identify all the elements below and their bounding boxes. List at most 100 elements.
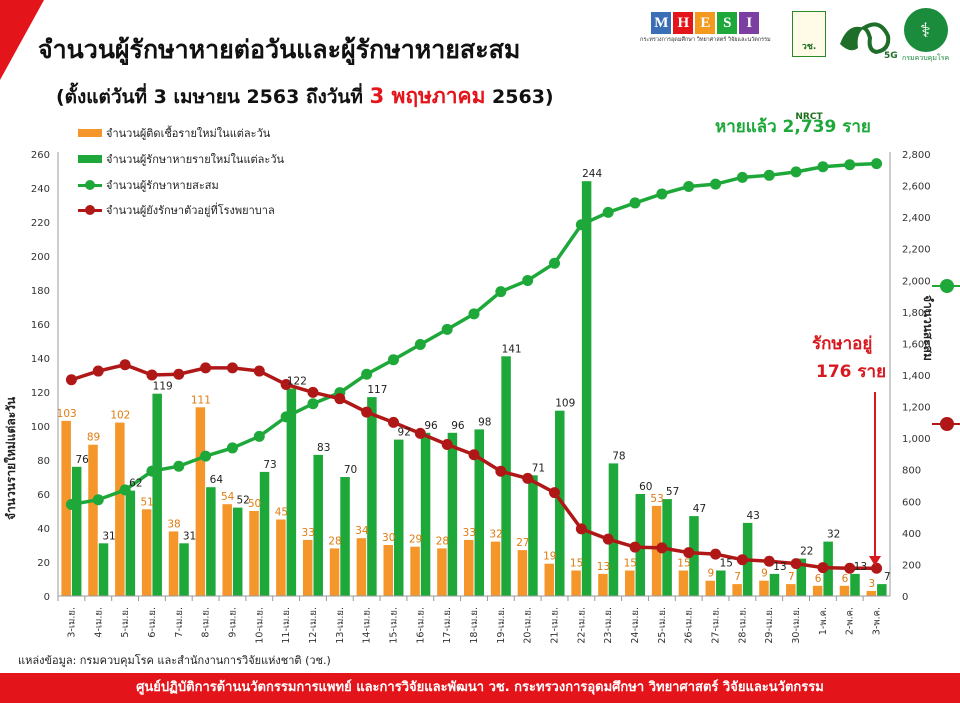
- y-tick-label: 180: [31, 286, 50, 297]
- in-hospital-point: [575, 523, 587, 535]
- data-label-new-recovered: 119: [153, 381, 173, 393]
- y2-tick-label: 2,200: [902, 245, 931, 256]
- data-label-new-infections: 38: [167, 518, 180, 530]
- in-hospital-point: [441, 438, 453, 450]
- x-tick-label: 29-เม.ย.: [764, 607, 775, 644]
- in-hospital-point: [602, 533, 614, 545]
- bar-new-infections: [759, 580, 769, 596]
- data-label-new-recovered: 15: [720, 558, 733, 570]
- y2-tick-label: 1,800: [902, 308, 931, 319]
- bar-new-infections: [383, 545, 393, 596]
- data-label-new-infections: 45: [275, 507, 288, 519]
- y2-tick-label: 0: [902, 592, 908, 603]
- in-hospital-point: [656, 542, 668, 554]
- cumulative-recovered-point: [146, 465, 158, 477]
- bar-new-infections: [678, 570, 689, 596]
- data-label-new-infections: 34: [355, 525, 369, 537]
- data-label-new-recovered: 47: [693, 503, 706, 515]
- cumulative-recovered-point: [790, 166, 802, 178]
- data-label-new-infections: 111: [191, 394, 211, 406]
- x-tick-label: 9-เม.ย.: [227, 607, 238, 638]
- cumulative-recovered-point: [656, 188, 668, 200]
- data-label-new-infections: 6: [842, 573, 849, 585]
- bar-new-infections: [249, 511, 259, 596]
- page-subtitle: (ตั้งแต่วันที่ 3 เมษายน 2563 ถึงวันที่ 3…: [56, 80, 554, 113]
- bar-new-recovered: [501, 356, 511, 596]
- data-label-new-recovered: 71: [532, 462, 545, 474]
- cumulative-recovered-point: [495, 286, 507, 298]
- bar-new-infections: [195, 407, 206, 596]
- data-label-new-infections: 30: [382, 532, 395, 544]
- bar-new-infections: [329, 548, 340, 596]
- bar-new-infections: [115, 422, 125, 596]
- data-label-new-infections: 28: [328, 535, 341, 547]
- y-tick-label: 260: [31, 150, 50, 161]
- bar-new-infections: [437, 548, 447, 596]
- in-hospital-point: [817, 562, 829, 574]
- y2-tick-label: 2,800: [902, 150, 931, 161]
- cumulative-recovered-point: [200, 450, 212, 462]
- data-label-new-recovered: 31: [102, 530, 115, 542]
- data-label-new-recovered: 78: [612, 450, 625, 462]
- data-label-new-infections: 7: [788, 571, 795, 583]
- legend-swatch-icon: [78, 155, 102, 163]
- cumulative-recovered-point: [844, 159, 856, 171]
- bar-new-recovered: [716, 570, 726, 596]
- in-hospital-point: [522, 472, 534, 484]
- y2-tick-label: 2,600: [902, 182, 931, 193]
- mhesi-caption: กระทรวงการอุดมศึกษา วิทยาศาสตร์ วิจัยและ…: [640, 37, 771, 43]
- x-tick-label: 16-เม.ย.: [415, 607, 426, 644]
- x-tick-label: 17-เม.ย.: [442, 607, 453, 644]
- mhesi-letter: I: [739, 12, 760, 34]
- cumulative-recovered-point: [307, 398, 319, 410]
- y-tick-label: 200: [31, 252, 50, 263]
- y-tick-label: 220: [31, 218, 50, 229]
- data-label-new-infections: 27: [516, 537, 529, 549]
- bar-new-infections: [786, 584, 796, 596]
- in-hospital-point: [844, 562, 856, 574]
- in-hospital-point: [361, 406, 373, 418]
- y-tick-label: 80: [37, 456, 50, 467]
- cumulative-recovered-point: [683, 181, 695, 193]
- bar-new-recovered: [313, 454, 323, 596]
- bar-new-infections: [544, 563, 555, 596]
- data-label-new-infections: 15: [624, 558, 637, 570]
- bar-new-infections: [141, 509, 152, 596]
- subtitle-highlight: 3 พฤษภาคม: [369, 84, 486, 108]
- bar-new-infections: [276, 519, 286, 596]
- bar-new-recovered: [393, 439, 404, 596]
- bar-new-recovered: [152, 393, 162, 596]
- y-tick-label: 160: [31, 320, 50, 331]
- axis-layer: 0 20 40 60 80 100 120 140 160 180 200 220 240 260 0 200…: [31, 150, 931, 644]
- data-label-new-infections: 53: [650, 493, 663, 505]
- bar-new-recovered: [877, 584, 887, 596]
- data-label-new-recovered: 117: [367, 384, 387, 396]
- in-hospital-point: [200, 362, 212, 374]
- y2-tick-label: 1,000: [902, 434, 931, 445]
- data-label-new-recovered: 76: [75, 454, 89, 466]
- legend-label: จำนวนผู้ยังรักษาตัวอยู่ที่โรงพยาบาล: [106, 204, 275, 217]
- bar-new-infections: [839, 585, 850, 596]
- y2-tick-label: 400: [902, 529, 921, 540]
- cumulative-recovered-point: [119, 484, 131, 496]
- cumulative-recovered-marker-icon: [932, 279, 960, 293]
- x-tick-label: 20-เม.ย.: [523, 607, 534, 644]
- bar-new-recovered: [98, 543, 109, 596]
- data-label-new-infections: 33: [302, 527, 315, 539]
- subtitle-suffix: 2563): [492, 86, 554, 108]
- in-hospital-point: [280, 378, 292, 390]
- bar-new-infections: [732, 584, 742, 596]
- x-tick-label: 1-พ.ค.: [818, 607, 829, 635]
- mhesi-letter: M: [651, 12, 672, 34]
- data-label-new-recovered: 22: [800, 546, 813, 558]
- in-hospital-point: [629, 541, 641, 553]
- legend-swatch-icon: [78, 129, 102, 137]
- legend-item: จำนวนผู้รักษาหายรายใหม่ในแต่ละวัน: [78, 150, 284, 168]
- data-label-new-recovered: 32: [827, 529, 840, 541]
- x-tick-label: 18-เม.ย.: [469, 607, 480, 644]
- data-label-new-recovered: 70: [344, 464, 357, 476]
